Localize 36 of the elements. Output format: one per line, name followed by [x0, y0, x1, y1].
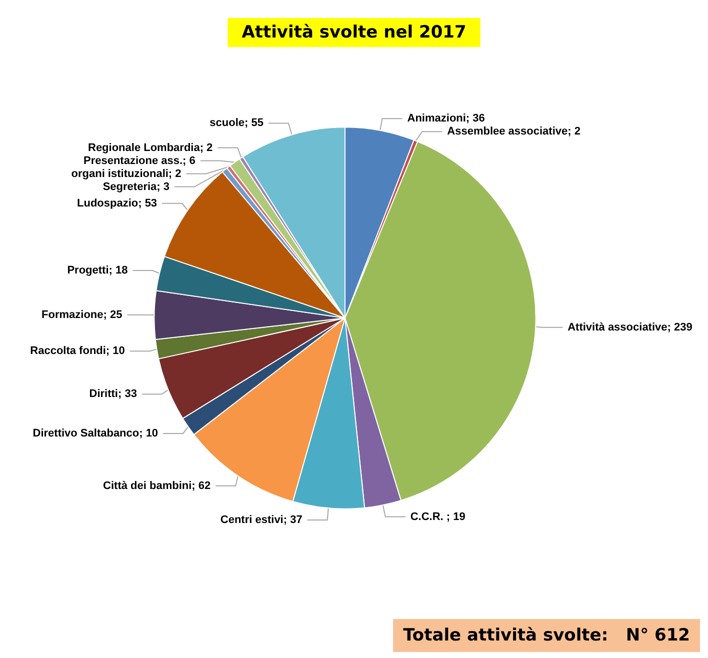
chart-title: Attività svolte nel 2017: [242, 22, 466, 42]
slice-label: Diritti: [89, 388, 118, 400]
slice-label: Centri estivi: [220, 514, 284, 526]
data-label: ; 33: [118, 388, 137, 400]
slice-label: Regionale Lombardia: [88, 142, 201, 154]
slice-label: C.C.R.: [410, 510, 446, 523]
data-label: ; 53: [138, 197, 158, 210]
slice-label: Ludospazio: [77, 197, 138, 210]
slice-label: Attività associative: [568, 321, 668, 334]
data-label: ; 6: [182, 154, 196, 167]
data-label: ; 18: [108, 264, 128, 277]
slice-label: Direttivo Saltabanco: [32, 427, 140, 440]
data-label: ; 19: [446, 510, 466, 523]
data-label: ; 25: [103, 308, 122, 321]
data-label: ; 37: [283, 514, 302, 526]
slice-label: Formazione: [42, 308, 104, 321]
slice-label: Assemblee associative: [447, 126, 568, 138]
slice-label: organi istituzionali: [71, 168, 168, 180]
slice-label: Raccolta fondi: [30, 345, 106, 358]
data-label: ; 3: [156, 180, 170, 193]
slice-label: scuole: [210, 117, 245, 130]
data-label: ; 2: [168, 168, 182, 180]
data-label: ; 10: [106, 345, 125, 358]
slice-label: Città dei bambini: [103, 480, 192, 492]
data-label: ; 2: [568, 126, 580, 138]
data-label: ; 55: [244, 117, 264, 130]
slice-label: Presentazione ass.: [83, 154, 183, 167]
data-label: ; 62: [192, 480, 211, 492]
text: Totale attività svolte: N° 612: [403, 626, 690, 646]
data-label: ; 239: [667, 321, 692, 334]
slice-label: Segreteria: [102, 180, 158, 193]
slice-label: Progetti: [67, 264, 109, 277]
slice-label: Animazioni: [407, 112, 466, 125]
data-label: ; 2: [200, 142, 213, 154]
data-label: ; 36: [466, 112, 485, 125]
data-label: ; 10: [139, 427, 158, 440]
